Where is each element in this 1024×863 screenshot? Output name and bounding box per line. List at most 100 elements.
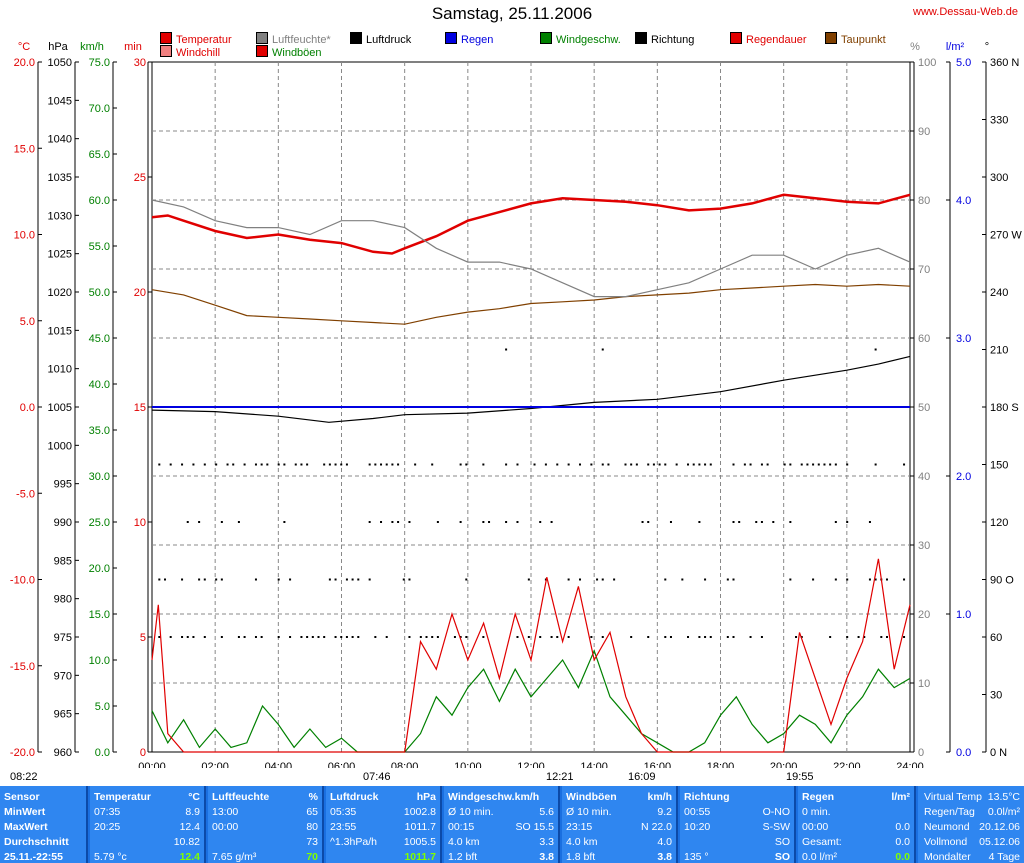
direction-dot <box>630 636 633 638</box>
direction-dot <box>607 463 610 466</box>
x-tick-label: 22:00 <box>833 761 861 768</box>
legend-label: Windgeschw. <box>556 34 621 46</box>
stats-temp-min: 8.9 <box>185 806 200 818</box>
direction-dot <box>158 578 161 581</box>
y-tick-label-pressure: 1050 <box>48 57 72 69</box>
direction-dot <box>277 463 280 466</box>
y-tick-label-direction: 360 N <box>990 57 1019 69</box>
direction-dot <box>704 463 707 466</box>
legend-windboeen: Windböen <box>256 45 322 60</box>
stats-wind-r2: 15.5 <box>533 821 554 833</box>
stats-press-title: Luftdruck <box>330 791 379 803</box>
direction-dot <box>300 463 303 466</box>
direction-dot <box>516 636 519 638</box>
stats-dir-extra: 135 ° <box>684 851 709 863</box>
direction-dot <box>345 463 348 466</box>
stats-temp-max-time: 20:25 <box>94 821 121 833</box>
direction-dot <box>698 636 701 638</box>
direction-dot <box>408 578 411 581</box>
stats-dir-r2: S-SW <box>762 821 790 833</box>
axis-unit-label: hPa <box>48 41 68 53</box>
y-tick-label-pressure: 985 <box>54 555 72 567</box>
direction-dot <box>340 636 343 638</box>
legend-windgeschw: Windgeschw. <box>540 32 621 47</box>
direction-dot <box>596 578 599 581</box>
stats-dir-current: SO <box>774 851 790 863</box>
y-tick-label-pressure: 975 <box>54 632 72 644</box>
y-tick-label-rain: 0.0 <box>956 747 971 759</box>
direction-dot <box>823 463 826 466</box>
direction-dot <box>812 463 815 466</box>
y-tick-label-wind: 45.0 <box>89 333 110 345</box>
stats-wind-r3-label: 4.0 km <box>448 836 480 848</box>
legend-swatch <box>256 45 268 57</box>
y-tick-label-rain: 1.0 <box>956 609 971 621</box>
direction-dot <box>539 521 542 523</box>
direction-dot <box>726 636 729 638</box>
sunrise-label: 07:46 <box>363 771 391 783</box>
direction-dot <box>232 463 235 466</box>
y-tick-label-pressure: 1025 <box>48 249 72 261</box>
stats-wind-r1: 5.6 <box>539 806 554 818</box>
direction-dot <box>198 578 201 581</box>
direction-dot <box>294 463 297 466</box>
direction-dot <box>880 636 883 638</box>
y-tick-label-temperature: 15.0 <box>14 143 35 155</box>
y-tick-label-pressure: 1030 <box>48 210 72 222</box>
x-tick-label: 14:00 <box>580 761 608 768</box>
direction-dot <box>505 463 508 466</box>
direction-dot <box>254 636 257 638</box>
direction-dot <box>391 463 394 466</box>
axis-unit-label: °C <box>18 41 30 53</box>
direction-dot <box>385 463 388 466</box>
moonrise-label: 19:55 <box>786 771 814 783</box>
stats-gust-current: 3.8 <box>657 851 672 863</box>
y-tick-label-direction: 0 N <box>990 747 1007 759</box>
direction-dot <box>590 636 593 638</box>
legend-label: Windchill <box>176 47 221 59</box>
direction-dot <box>181 463 184 466</box>
direction-dot <box>164 578 167 581</box>
y-tick-label-minutes: 25 <box>134 172 146 184</box>
side-value: 13.5°C <box>987 791 1020 803</box>
y-tick-label-pressure: 960 <box>54 747 72 759</box>
direction-dot <box>431 463 434 466</box>
y-tick-label-temperature: -10.0 <box>10 575 35 587</box>
direction-dot <box>158 636 161 638</box>
direction-dot <box>550 636 553 638</box>
direction-dot <box>579 463 582 466</box>
side-value: 20.12.06 <box>979 821 1020 833</box>
direction-dot <box>544 463 547 466</box>
legend-regendauer: Regendauer <box>730 32 807 47</box>
y-tick-label-wind: 20.0 <box>89 563 110 575</box>
direction-dot <box>203 578 206 581</box>
direction-dot <box>863 636 866 638</box>
direction-dot <box>289 636 292 638</box>
direction-dot <box>527 578 530 581</box>
y-tick-label-temperature: 5.0 <box>20 316 35 328</box>
direction-dot <box>266 463 269 466</box>
direction-dot <box>601 463 604 466</box>
direction-dot <box>368 578 371 581</box>
direction-dot <box>834 521 837 523</box>
y-tick-label-minutes: 0 <box>140 747 146 759</box>
direction-dot <box>726 578 729 581</box>
legend-regen: Regen <box>445 32 493 47</box>
direction-dot <box>311 636 314 638</box>
direction-dot <box>226 463 229 466</box>
y-tick-label-direction: 120 <box>990 517 1008 529</box>
y-tick-label-wind: 60.0 <box>89 195 110 207</box>
y-tick-label-temperature: -5.0 <box>16 488 35 500</box>
stats-gust-title: Windböen <box>566 791 617 803</box>
stats-rain-r3-label: Gesamt: <box>802 836 842 848</box>
x-tick-label: 00:00 <box>138 761 166 768</box>
y-tick-label-rain: 5.0 <box>956 57 971 69</box>
stats-gust-r3: 4.0 <box>657 836 672 848</box>
legend-swatch <box>635 32 647 44</box>
legend-luftdruck: Luftdruck <box>350 32 411 47</box>
website-link[interactable]: www.Dessau-Web.de <box>913 6 1018 18</box>
y-tick-label-wind: 10.0 <box>89 655 110 667</box>
y-tick-label-wind: 70.0 <box>89 103 110 115</box>
stats-press-min: 1002.8 <box>403 806 436 818</box>
direction-dot <box>374 636 377 638</box>
